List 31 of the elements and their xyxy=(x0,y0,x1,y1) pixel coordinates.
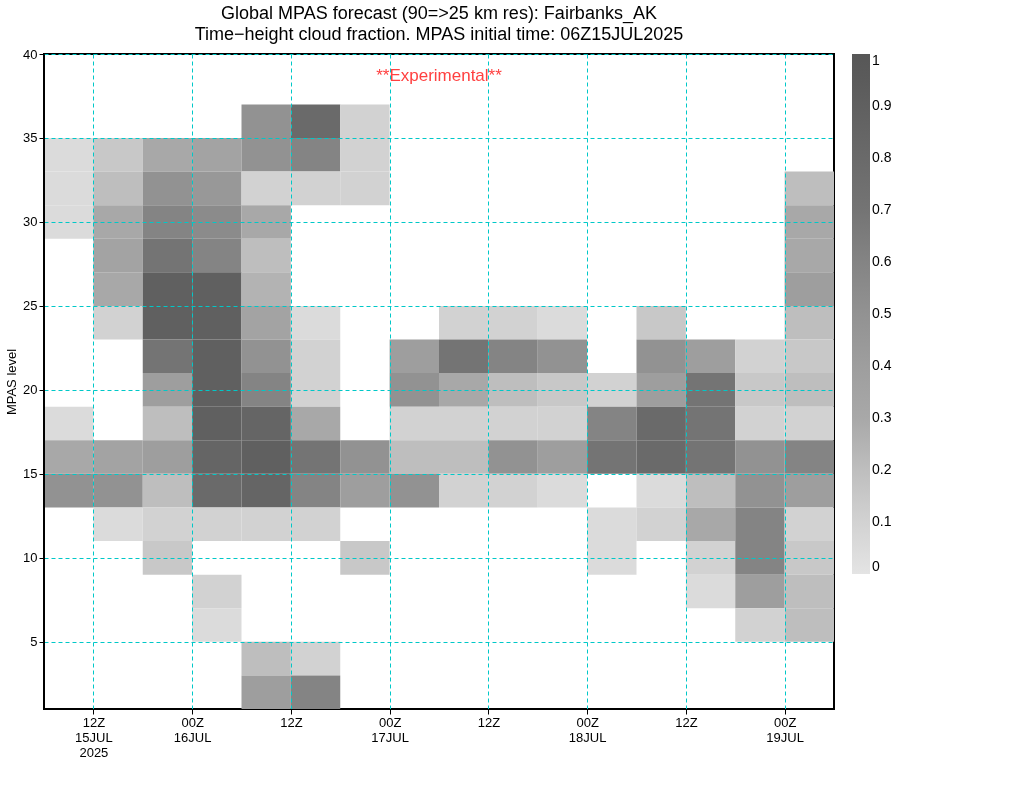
color-bar-label: 1 xyxy=(872,52,880,68)
x-tick-label: 12Z 15JUL 2025 xyxy=(75,714,113,760)
color-bar-label: 0.1 xyxy=(872,513,892,529)
x-tick-label: 00Z 18JUL xyxy=(568,714,607,745)
color-bar-label: 0.5 xyxy=(872,305,892,321)
chart-title: Global MPAS forecast (90=>25 km res): Fairbanks_AK xyxy=(221,3,657,24)
color-bar-label: 0.9 xyxy=(872,97,892,113)
y-tick-label: 5 xyxy=(30,634,38,650)
color-bar-label: 0.6 xyxy=(872,253,892,269)
x-tick-label: 12Z xyxy=(477,714,501,730)
y-tick-label: 25 xyxy=(23,298,38,314)
chart-subtitle: Time−height cloud fraction. MPAS initial time: 06Z15JUL2025 xyxy=(194,24,684,44)
y-tick-label: 15 xyxy=(23,466,38,482)
x-tick-label: 12Z xyxy=(675,714,698,730)
annotation: **Experimental** xyxy=(376,66,503,85)
x-tick-label: 00Z 17JUL xyxy=(371,714,409,745)
x-tick-label: 00Z 16JUL xyxy=(173,714,212,745)
y-tick-label: 20 xyxy=(23,382,38,398)
x-tick-label: 12Z xyxy=(280,714,303,730)
y-tick-label: 10 xyxy=(23,550,38,566)
color-bar-label: 0.7 xyxy=(872,201,892,217)
y-tick-label: 35 xyxy=(23,130,38,146)
y-tick-label: 40 xyxy=(23,46,38,62)
color-bar-label: 0.8 xyxy=(872,149,892,165)
color-bar-label: 0.2 xyxy=(872,461,892,477)
color-bar-label: 0.4 xyxy=(872,357,892,373)
color-bar-label: 0.3 xyxy=(872,409,892,425)
y-axis-title: MPAS level xyxy=(4,348,20,416)
y-tick-label: 30 xyxy=(23,214,38,230)
color-bar-label: 0 xyxy=(872,558,880,574)
x-tick-label: 00Z 19JUL xyxy=(766,714,804,745)
